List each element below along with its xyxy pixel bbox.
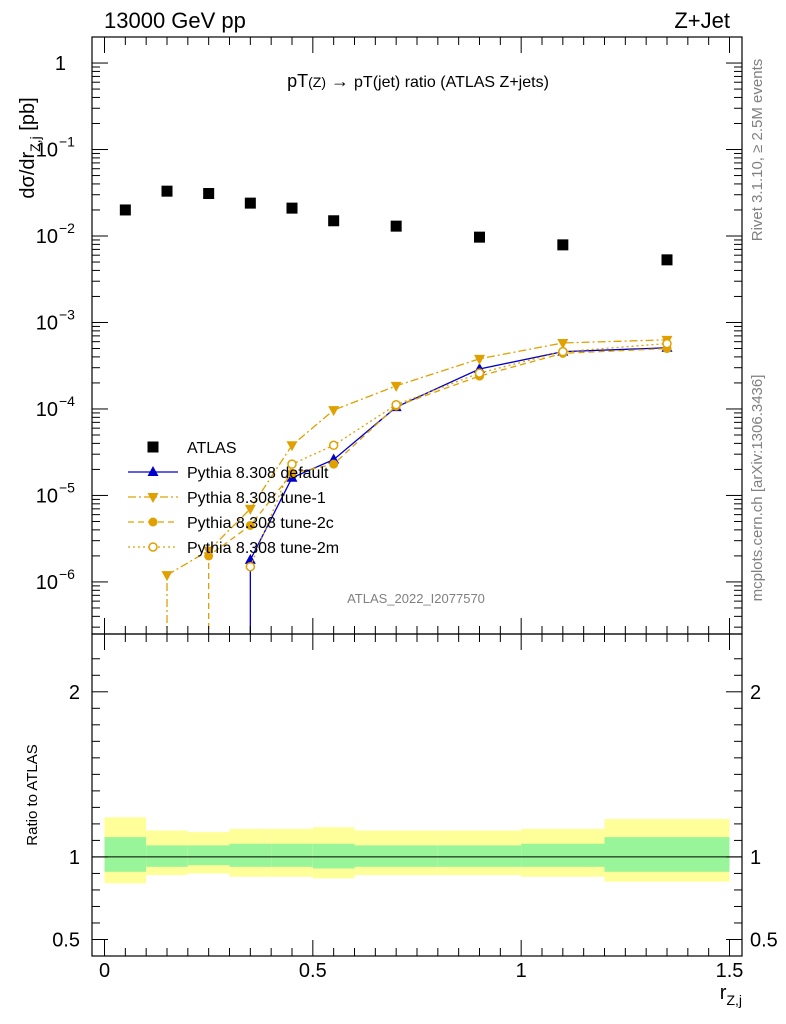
data-series-point	[286, 202, 298, 214]
tune2m-series-point	[287, 459, 297, 469]
data-series-point	[557, 239, 569, 251]
ratio-y-tick-label: 0.5	[52, 929, 80, 951]
ratio-band-inner	[604, 837, 730, 872]
x-tick-label: 0	[99, 960, 110, 982]
x-axis-label: rZ,j	[720, 982, 742, 1008]
y-axis-label-ratio: Ratio to ATLAS	[24, 744, 41, 845]
data-series-point	[244, 197, 256, 209]
main-y-tick-label: 10	[36, 485, 58, 507]
x-tick-label: 1	[516, 960, 527, 982]
main-y-tick-label: 10	[36, 140, 58, 162]
legend-marker	[148, 517, 158, 527]
legend-label: Pythia 8.308 default	[187, 465, 329, 482]
tune1-series-line	[166, 339, 668, 634]
main-y-tick-exp: −4	[59, 393, 75, 409]
header-right: Z+Jet	[674, 8, 730, 33]
data-series-point	[661, 254, 673, 266]
data-series-point	[119, 204, 131, 216]
tune2m-series-point	[328, 440, 339, 451]
ratio-frame	[91, 633, 743, 957]
tune2m-series-point	[245, 561, 256, 572]
tune1-series-point	[244, 504, 256, 515]
tune1-series-point	[328, 406, 340, 417]
tune2c-series-point	[287, 468, 297, 478]
ratio-bands	[104, 817, 730, 884]
legend-marker	[147, 493, 159, 503]
tune1-series-point	[390, 381, 402, 392]
y-axis-label-main: dσ/drZ,j [pb]	[17, 97, 43, 198]
ratio-y-tick-label: 2	[69, 682, 80, 704]
tune1-series-point	[557, 338, 569, 349]
ratio-y-tick-label-right: 1	[750, 847, 761, 869]
ratio-band-inner	[146, 845, 188, 867]
tune1-series-point	[161, 571, 173, 582]
main-y-tick-exp: −6	[59, 566, 75, 582]
tune2m-series-point	[474, 368, 485, 378]
main-y-tick-exp: −1	[59, 134, 75, 150]
legend-marker	[147, 466, 159, 476]
legend-marker	[147, 441, 159, 453]
data-series-point	[390, 220, 402, 232]
legend-label: Pythia 8.308 tune-2c	[187, 515, 334, 532]
tune2c-series-point	[329, 459, 339, 469]
main-y-tick-label: 10	[36, 312, 58, 334]
ratio-band-inner	[312, 843, 355, 869]
tune1-series-point	[286, 441, 298, 452]
legend-label: ATLAS	[187, 440, 237, 457]
header-left: 13000 GeV pp	[104, 8, 246, 33]
ratio-y-tick-label: 1	[69, 847, 80, 869]
ratio-band-inner	[354, 845, 438, 867]
x-tick-label: 0.5	[299, 960, 327, 982]
ratio-band-inner	[521, 843, 605, 867]
legend-label: Pythia 8.308 tune-2m	[187, 540, 339, 557]
main-y-tick-label: 10	[36, 572, 58, 594]
ratio-band-inner	[187, 845, 230, 866]
data-series-point	[474, 231, 485, 243]
legend-label: Pythia 8.308 tune-1	[187, 490, 326, 507]
main-y-tick-exp: −5	[59, 479, 75, 495]
x-tick-label: 1.5	[716, 960, 744, 982]
tune1-series-point	[474, 354, 485, 365]
tune2m-series-point	[391, 399, 401, 410]
tune2m-series-line	[249, 342, 668, 567]
ticks: 10−610−510−410−310−210−110 0.5 1 1.50.5 0.51…	[36, 36, 778, 982]
ratio-band-inner	[437, 845, 522, 867]
ratio-y-tick-label-right: 2	[750, 682, 761, 704]
data-series-point	[161, 185, 173, 197]
tune2c-series-point	[245, 520, 255, 530]
main-y-tick-label: 10	[36, 226, 58, 248]
main-y-tick-exp: −3	[59, 306, 75, 322]
ratio-band-inner	[229, 843, 272, 867]
legend-marker	[148, 542, 158, 552]
side-text-site: mcplots.cern.ch [arXiv:1306.3436]	[749, 375, 766, 602]
data-series-point	[203, 188, 215, 200]
main-y-tick-label: 1	[55, 53, 66, 75]
tune2m-series-point	[558, 346, 568, 357]
ratio-y-tick-label-right: 0.5	[750, 929, 778, 951]
main-series	[119, 185, 673, 634]
tune2m-series-point	[662, 338, 672, 349]
ratio-band-inner	[271, 843, 313, 867]
main-y-tick-exp: −2	[59, 220, 75, 236]
main-y-tick-label: 10	[36, 399, 58, 421]
plot-title: pT(Z) → pT(jet) ratio (ATLAS Z+jets)	[287, 71, 549, 91]
ratio-band-inner	[104, 837, 147, 872]
data-series-point	[328, 215, 340, 227]
side-text-rivet: Rivet 3.1.10, ≥ 2.5M events	[749, 59, 766, 242]
default-series-line	[249, 347, 668, 634]
tune2c-series-point	[204, 551, 214, 561]
legend: ATLAS Pythia 8.308 default Pythia 8.308 tu…	[128, 440, 339, 557]
watermark: ATLAS_2022_I2077570	[347, 591, 485, 606]
